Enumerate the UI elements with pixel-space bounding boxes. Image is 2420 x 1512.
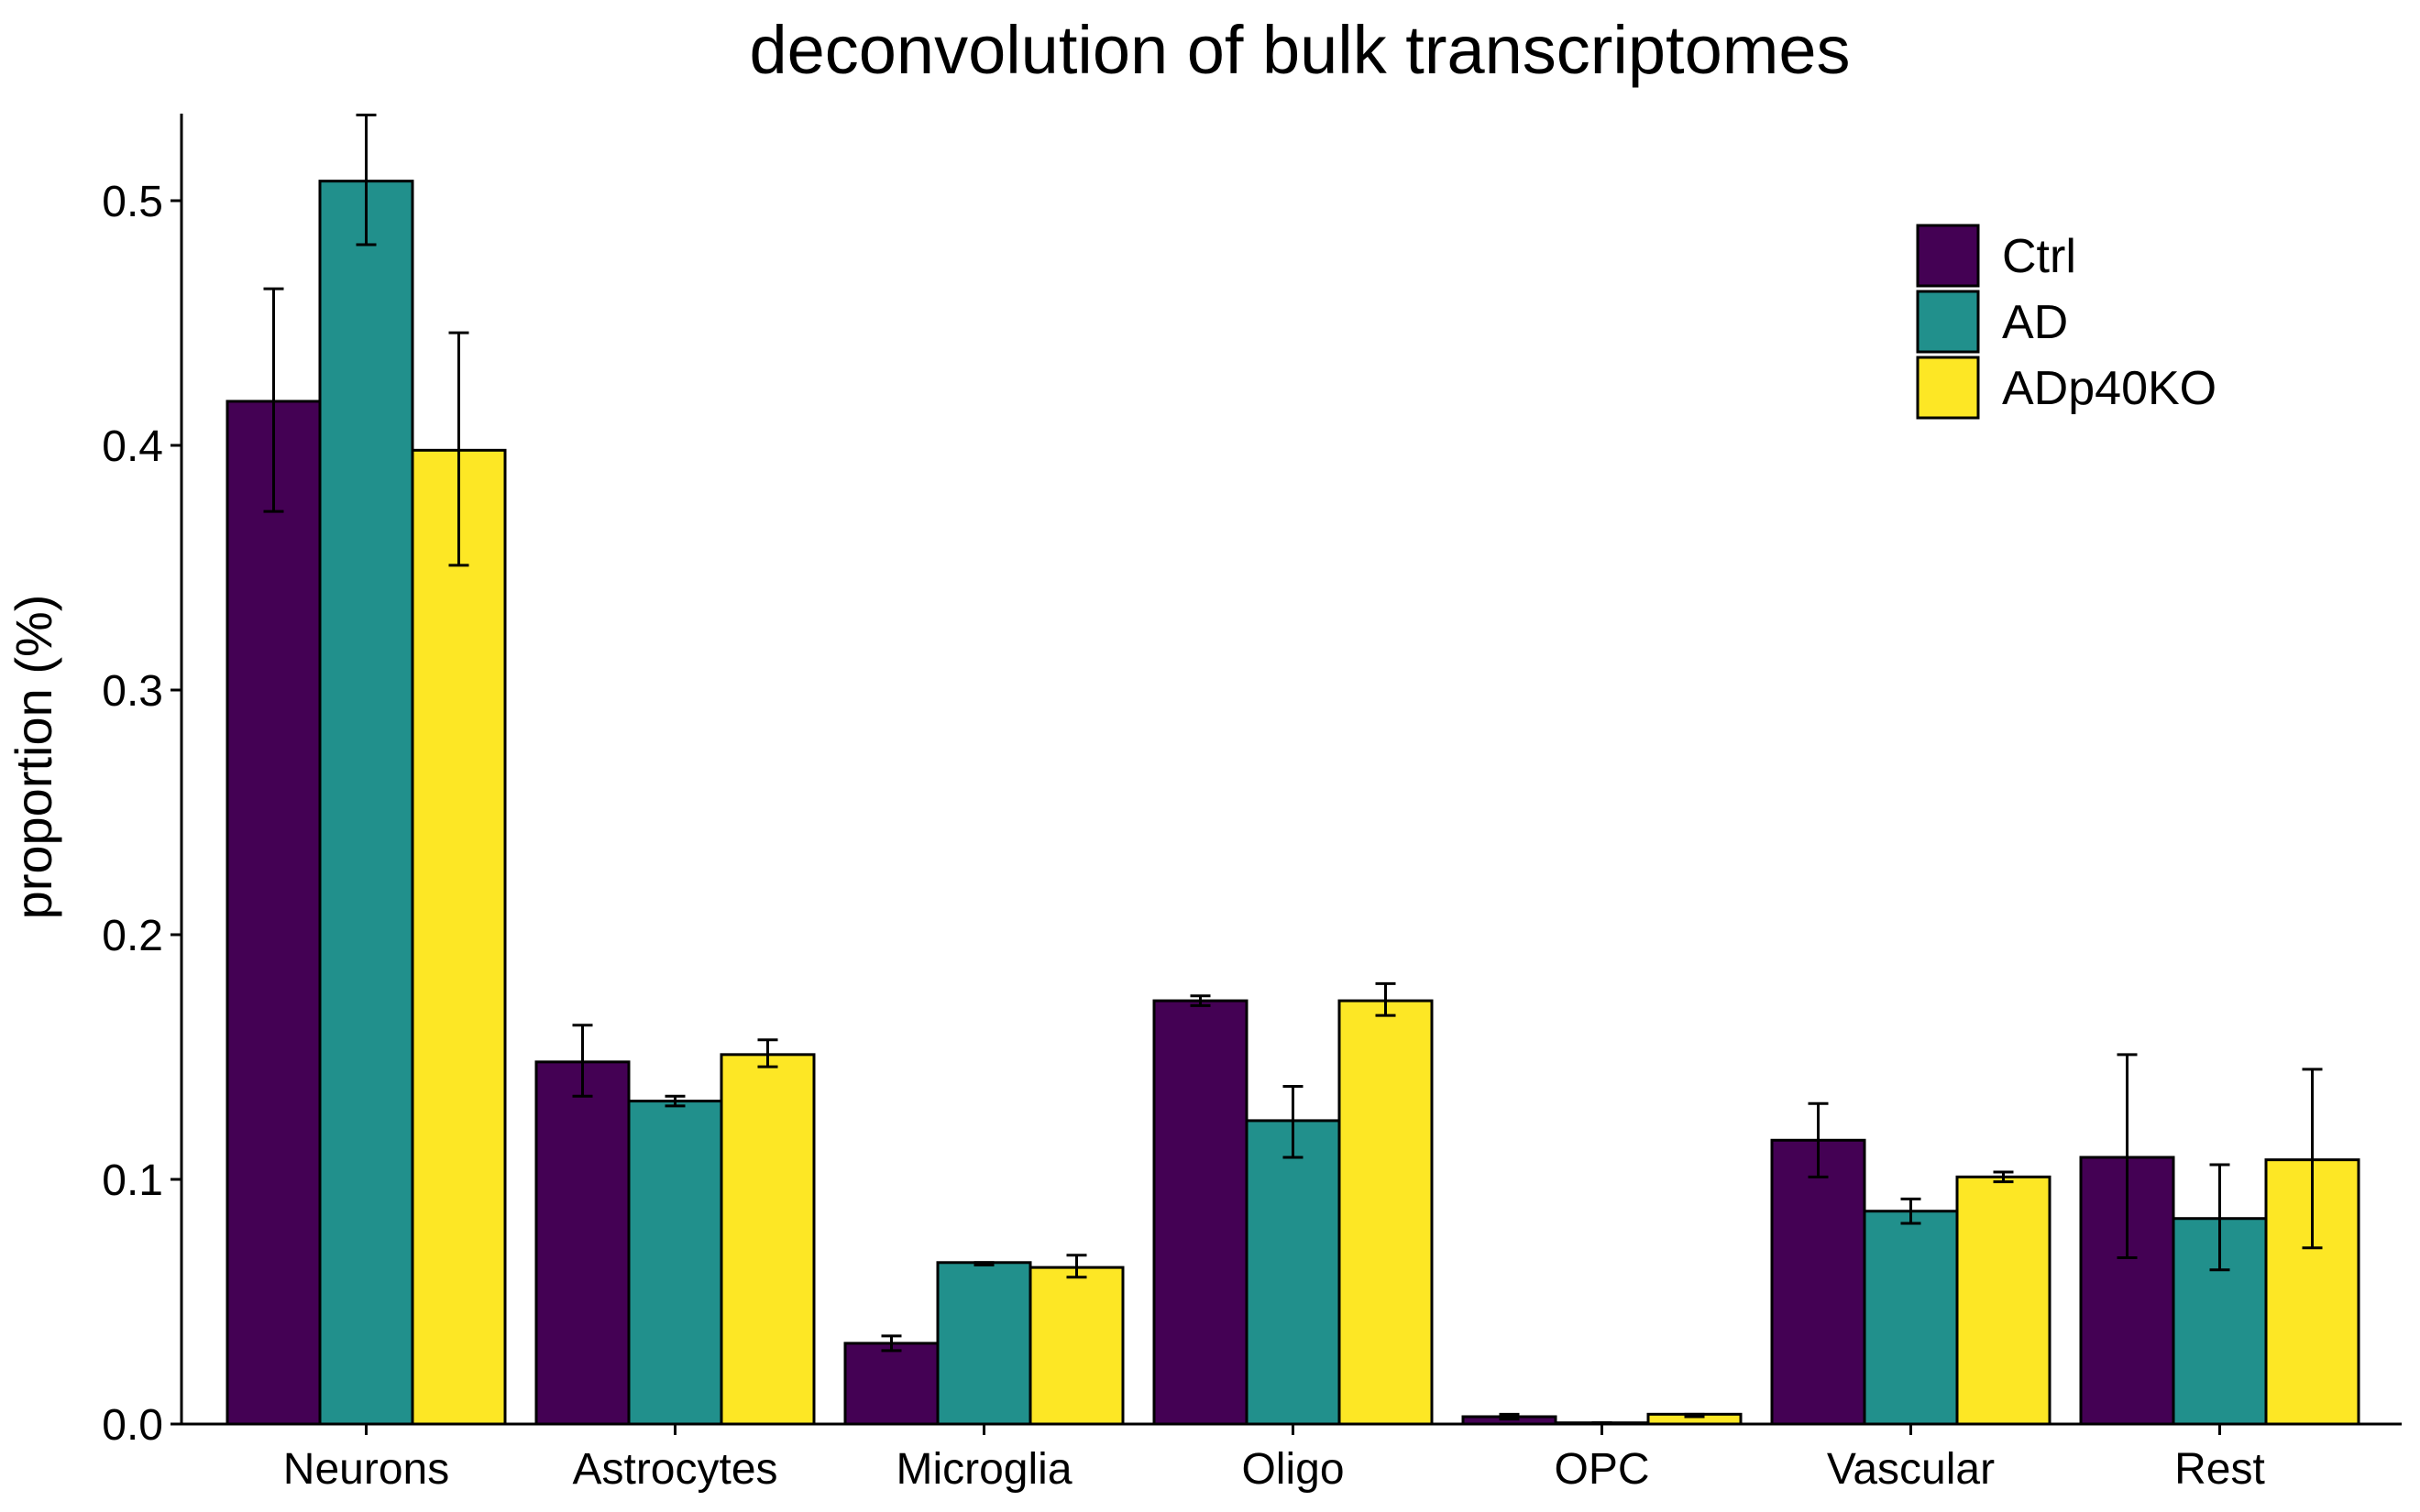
x-tick-label-neurons: Neurons xyxy=(283,1445,449,1494)
error-bar-ctrl-astrocytes xyxy=(572,1024,593,1098)
legend-key-ad xyxy=(1916,290,1980,354)
bar-ctrl-astrocytes xyxy=(534,1060,631,1426)
bar-ad-vascular xyxy=(1863,1210,1959,1426)
y-tick-label-1: 0.1 xyxy=(102,1156,163,1205)
x-tick-label-microglia: Microglia xyxy=(896,1445,1072,1494)
error-bar-adp40ko-oligo xyxy=(1375,981,1396,1017)
error-bar-ad-rest xyxy=(2209,1163,2230,1272)
error-bar-ctrl-rest xyxy=(2117,1053,2138,1259)
x-tick-label-opc: OPC xyxy=(1554,1445,1649,1494)
legend: Ctrl AD ADp40KO xyxy=(1916,224,2216,420)
legend-label-adp40ko: ADp40KO xyxy=(2002,362,2216,415)
y-axis-title: proportion (%) xyxy=(5,595,62,920)
y-tick-label-0: 0.0 xyxy=(102,1401,163,1450)
legend-label-ad: AD xyxy=(2002,296,2068,349)
error-bar-ad-microglia xyxy=(974,1261,995,1266)
axes: 0.0 0.1 0.2 0.3 0.4 0.5 Neurons Astrocytes Micro… xyxy=(102,114,2402,1494)
legend-label-ctrl: Ctrl xyxy=(2002,230,2076,283)
error-bar-adp40ko-microglia xyxy=(1066,1254,1087,1279)
legend-key-adp40ko xyxy=(1916,356,1980,420)
error-bar-ctrl-oligo xyxy=(1190,994,1211,1007)
x-tick-label-oligo: Oligo xyxy=(1241,1445,1344,1494)
bar-ctrl-neurons xyxy=(226,400,322,1426)
error-bar-adp40ko-vascular xyxy=(1993,1170,2014,1184)
y-tick-label-5: 0.5 xyxy=(102,178,163,226)
bar-adp40ko-oligo xyxy=(1337,999,1434,1426)
y-tick-label-4: 0.4 xyxy=(102,422,163,471)
bar-ad-oligo xyxy=(1245,1119,1341,1426)
error-bar-ad-oligo xyxy=(1282,1085,1304,1159)
error-bar-ad-vascular xyxy=(1900,1197,1921,1225)
bar-ad-astrocytes xyxy=(627,1100,723,1426)
bar-ctrl-microglia xyxy=(843,1342,940,1426)
x-tick-label-rest: Rest xyxy=(2174,1445,2265,1494)
error-bar-adp40ko-neurons xyxy=(448,331,469,567)
error-bar-ad-astrocytes xyxy=(665,1094,686,1108)
y-tick-label-2: 0.2 xyxy=(102,912,163,960)
x-tick-label-astrocytes: Astrocytes xyxy=(572,1445,777,1494)
legend-key-ctrl xyxy=(1916,224,1980,288)
bar-ctrl-oligo xyxy=(1152,999,1248,1426)
x-tick-label-vascular: Vascular xyxy=(1827,1445,1995,1494)
bar-ad-neurons xyxy=(318,180,414,1426)
plot-area xyxy=(226,114,2360,1426)
bar-ctrl-vascular xyxy=(1770,1138,1866,1426)
chart-title: deconvolution of bulk transcriptomes xyxy=(749,12,1850,88)
bar-adp40ko-vascular xyxy=(1955,1175,2052,1426)
error-bar-ctrl-vascular xyxy=(1808,1101,1829,1178)
bar-adp40ko-neurons xyxy=(411,448,507,1426)
error-bar-ctrl-opc xyxy=(1499,1412,1520,1421)
error-bar-adp40ko-rest xyxy=(2302,1068,2323,1250)
bar-ad-microglia xyxy=(936,1261,1032,1426)
error-bar-adp40ko-astrocytes xyxy=(757,1038,778,1068)
error-bar-ad-neurons xyxy=(356,114,377,247)
bar-adp40ko-microglia xyxy=(1028,1265,1125,1426)
y-tick-label-3: 0.3 xyxy=(102,667,163,716)
bar-adp40ko-astrocytes xyxy=(720,1053,816,1426)
error-bar-ctrl-neurons xyxy=(263,287,284,513)
error-bar-ctrl-microglia xyxy=(881,1334,902,1353)
error-bar-adp40ko-opc xyxy=(1684,1412,1705,1419)
